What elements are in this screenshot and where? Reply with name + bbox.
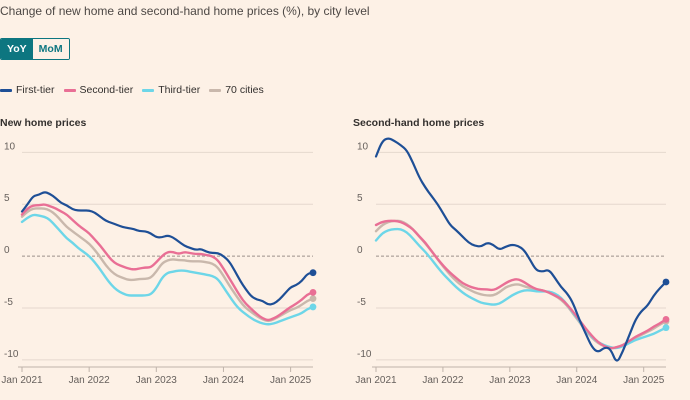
chart-subtitle: Change of new home and second-hand home … — [0, 4, 370, 18]
y-tick-label: 5 — [4, 193, 10, 204]
legend-label-second-tier: Second-tier — [79, 84, 134, 96]
legend-swatch-second-tier — [63, 88, 76, 92]
series-end-marker-70-cities — [309, 295, 317, 303]
panel-title-new-home: New home prices — [0, 117, 87, 129]
x-tick-label: Jan 2021 — [1, 375, 43, 386]
x-tick-label: Jan 2024 — [203, 375, 245, 386]
series-end-marker-second-tier — [309, 288, 317, 296]
legend-label-third-tier: Third-tier — [158, 84, 201, 96]
yoy-mom-toggle: YoY MoM — [0, 38, 70, 60]
y-tick-label: 0 — [4, 245, 10, 256]
series-line-third-tier — [20, 213, 315, 326]
panel-title-second-hand: Second-hand home prices — [353, 117, 485, 129]
series-line-70-cities — [374, 219, 668, 350]
series-line-second-tier — [20, 203, 315, 322]
legend-item-second-tier: Second-tier — [63, 84, 134, 96]
series-line-first-tier — [374, 137, 668, 362]
series-line-first-tier — [20, 191, 315, 306]
y-tick-label: 10 — [357, 141, 369, 152]
x-tick-label: Jan 2024 — [556, 375, 598, 386]
x-tick-label: Jan 2022 — [422, 375, 464, 386]
y-tick-label: -5 — [357, 297, 366, 308]
series-end-marker-second-tier — [662, 315, 670, 323]
x-tick-label: Jan 2022 — [69, 375, 111, 386]
y-tick-label: -5 — [4, 297, 13, 308]
mom-button[interactable]: MoM — [32, 39, 69, 59]
series-end-marker-first-tier — [662, 278, 670, 286]
legend-label-first-tier: First-tier — [16, 84, 55, 96]
x-tick-label: Jan 2025 — [623, 375, 665, 386]
y-tick-label: 5 — [357, 193, 363, 204]
legend-item-70-cities: 70 cities — [209, 84, 264, 96]
chart-new-home-prices: 10 5 0 -5 -10 Jan 2021 Jan 2022 Jan 2023 Jan 202… — [1, 141, 317, 386]
y-tick-label: -10 — [4, 349, 19, 360]
series-line-second-tier — [374, 219, 668, 350]
y-tick-label: 0 — [357, 245, 363, 256]
x-tick-label: Jan 2021 — [355, 375, 397, 386]
y-tick-label: 10 — [4, 141, 16, 152]
x-tick-label: Jan 2023 — [136, 375, 178, 386]
legend: First-tier Second-tier Third-tier 70 cit… — [0, 84, 273, 96]
legend-item-first-tier: First-tier — [0, 84, 55, 96]
legend-swatch-third-tier — [142, 88, 155, 92]
series-end-marker-third-tier — [309, 303, 317, 311]
legend-swatch-70-cities — [209, 88, 222, 92]
legend-item-third-tier: Third-tier — [142, 84, 200, 96]
series-end-marker-third-tier — [662, 324, 670, 332]
legend-swatch-first-tier — [0, 88, 12, 92]
legend-label-70-cities: 70 cities — [225, 84, 264, 96]
y-tick-label: -10 — [357, 349, 372, 360]
chart-second-hand-home-prices: 10 5 0 -5 -10 Jan 2021 Jan 2022 Jan 2023 Jan 202… — [355, 137, 670, 386]
yoy-button[interactable]: YoY — [1, 39, 33, 59]
x-tick-label: Jan 2023 — [489, 375, 531, 386]
series-end-marker-first-tier — [309, 269, 317, 277]
x-tick-label: Jan 2025 — [270, 375, 312, 386]
